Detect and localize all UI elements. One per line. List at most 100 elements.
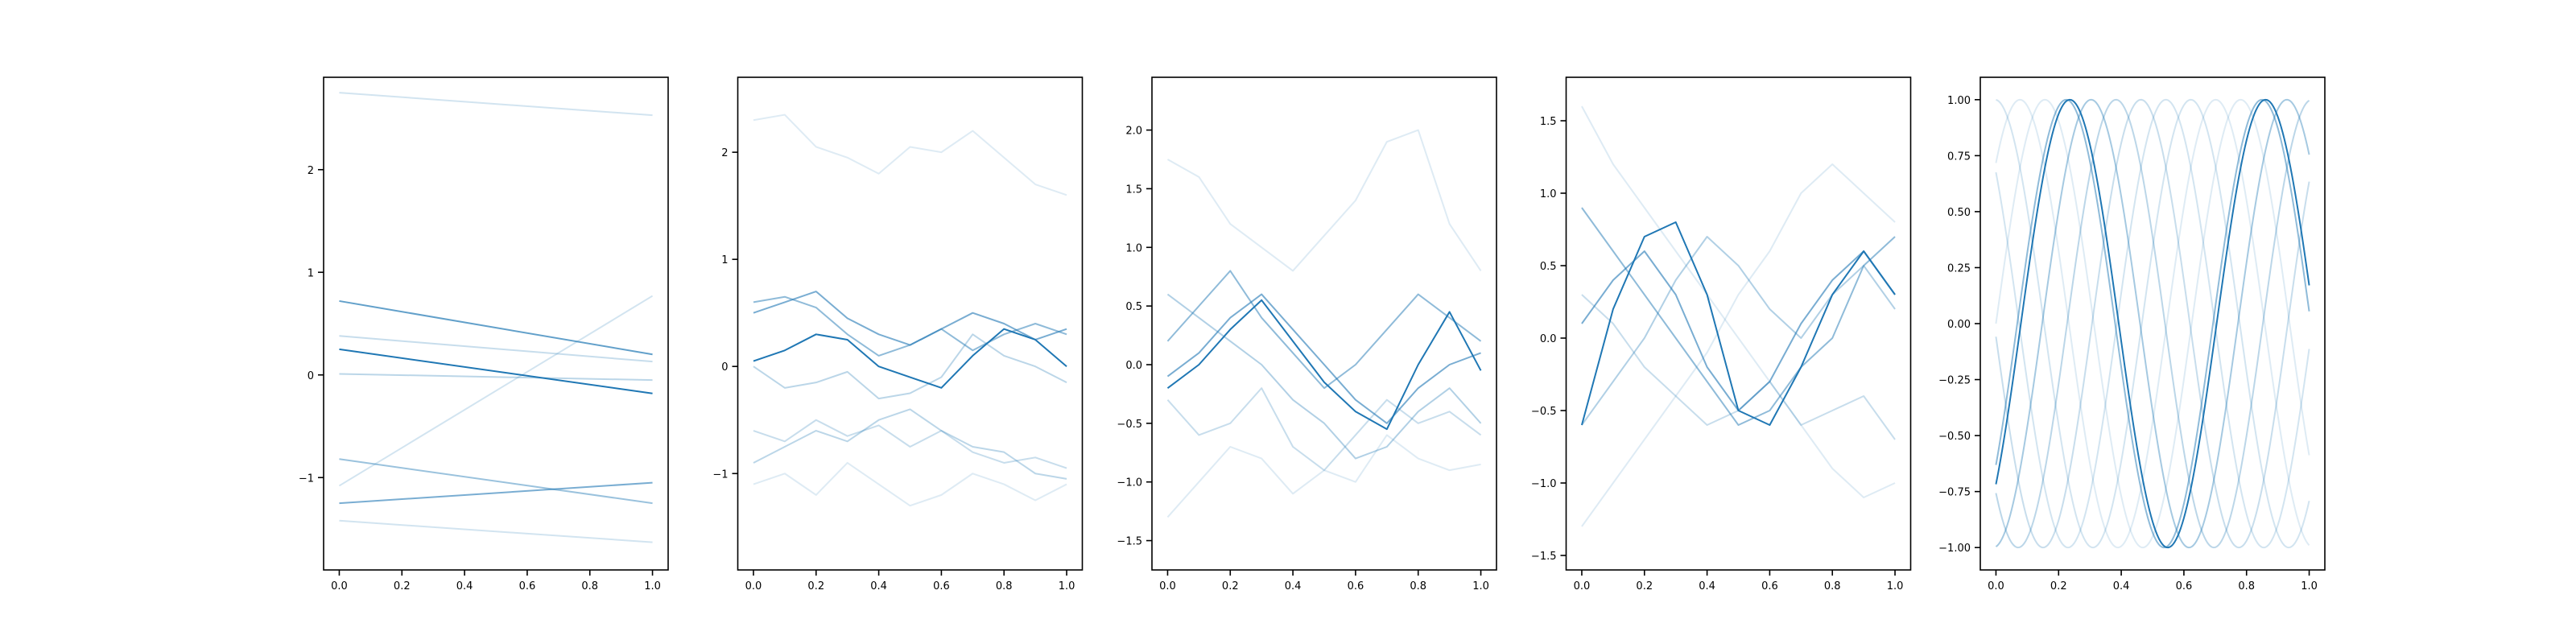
series-group	[338, 92, 654, 543]
series-line-8	[753, 328, 1067, 389]
series-line-1	[1995, 98, 2310, 549]
y-tick-label: −1.00	[1938, 543, 1971, 555]
series-line-4	[753, 408, 1067, 480]
y-tick-label: 1.5	[1125, 184, 1142, 196]
x-tick-label: 0.6	[1761, 580, 1778, 592]
series-line-3	[1996, 98, 2310, 549]
x-tick-label: 0.2	[2050, 580, 2067, 592]
x-tick-label: 0.0	[331, 580, 348, 592]
y-tick-label: 0	[308, 370, 314, 382]
series-line-5	[1166, 270, 1482, 390]
x-tick-label: 0.4	[1285, 580, 1302, 592]
x-tick-label: 1.0	[1887, 580, 1904, 592]
series-line-6	[1995, 98, 2310, 549]
x-tick-label: 0.4	[1699, 580, 1715, 592]
x-tick-label: 0.2	[394, 580, 411, 592]
series-line-1	[339, 92, 653, 117]
y-tick-label: −0.50	[1938, 431, 1971, 443]
series-line-2	[1581, 163, 1896, 527]
x-tick-label: 0.6	[1348, 580, 1364, 592]
y-tick-label: 0.50	[1947, 207, 1971, 219]
axes-frame	[1565, 76, 1912, 571]
series-line-4	[1581, 236, 1896, 426]
y-tick-label: 2	[308, 165, 314, 177]
y-tick-label: 1.00	[1947, 95, 1971, 107]
x-tick-label: 1.0	[644, 580, 661, 592]
series-line-6	[753, 295, 1067, 357]
y-tick-label: 1	[308, 267, 314, 279]
series-line-2	[1995, 98, 2310, 549]
series-line-1	[1581, 105, 1896, 498]
x-tick-label: 0.6	[933, 580, 950, 592]
series-line-4	[1166, 293, 1482, 460]
x-tick-label: 0.0	[1988, 580, 2004, 592]
subplot-1: 0.0 0.2 0.4 0.6 0.8 1.0 −1 0 1 2	[299, 76, 669, 592]
series-line-3	[338, 295, 654, 487]
series-line-7	[1580, 221, 1896, 426]
series-line-6	[339, 458, 653, 505]
x-tick-label: 1.0	[2301, 580, 2318, 592]
subplot-3: 0.0 0.2 0.4 0.6 0.8 1.0 −1.5 −1.0 −0.5 0.0 0.5 1.0 1…	[1117, 76, 1497, 592]
series-line-5	[1581, 207, 1896, 426]
series-line-7	[339, 481, 653, 505]
x-tick-label: 0.2	[807, 580, 824, 592]
x-tick-label: 0.4	[456, 580, 473, 592]
x-tick-label: 0.2	[1222, 580, 1239, 592]
series-group	[1995, 98, 2310, 549]
y-tick-label: 0.5	[1125, 301, 1142, 313]
series-line-4	[339, 335, 653, 363]
y-tick-label: −0.75	[1938, 487, 1971, 499]
y-tick-label: −0.5	[1531, 406, 1557, 418]
x-tick-label: 0.8	[1824, 580, 1841, 592]
series-line-7	[753, 291, 1067, 346]
x-tick-label: 0.8	[996, 580, 1013, 592]
series-line-5	[1995, 98, 2310, 549]
series-group	[1166, 129, 1482, 518]
series-line-5	[753, 333, 1067, 400]
y-tick-label: 0.0	[1540, 333, 1557, 345]
series-line-7	[1995, 98, 2310, 549]
y-tick-label: 0.5	[1540, 261, 1557, 273]
series-line-3	[753, 419, 1067, 469]
y-tick-label: 1	[721, 254, 728, 266]
y-tick-label: 0.25	[1947, 262, 1971, 275]
y-tick-label: −1	[712, 469, 728, 481]
x-tick-label: 0.8	[1410, 580, 1426, 592]
series-line-2	[339, 519, 653, 543]
series-line-4	[1995, 98, 2310, 549]
y-tick-label: −0.25	[1938, 375, 1971, 387]
series-line-1	[1166, 129, 1482, 272]
y-tick-label: 0.00	[1947, 319, 1971, 331]
series-line-6	[1581, 250, 1896, 411]
y-tick-label: 0	[721, 361, 728, 374]
x-tick-label: 0.4	[2113, 580, 2130, 592]
series-line-7	[1166, 299, 1482, 431]
x-tick-label: 1.0	[1059, 580, 1075, 592]
x-tick-label: 1.0	[1472, 580, 1489, 592]
axes-frame	[737, 76, 1084, 571]
series-line-6	[1166, 293, 1481, 424]
y-tick-label: 1.0	[1125, 242, 1142, 254]
y-tick-label: −1.5	[1531, 551, 1557, 563]
x-tick-label: 0.0	[1574, 580, 1591, 592]
y-tick-label: 2	[721, 147, 728, 159]
series-group	[1580, 105, 1896, 527]
y-tick-label: 0.0	[1125, 360, 1142, 372]
x-tick-label: 0.6	[2176, 580, 2193, 592]
series-line-2	[753, 461, 1067, 507]
series-line-8	[339, 299, 653, 356]
y-tick-label: 2.0	[1125, 126, 1142, 138]
series-line-5	[339, 373, 653, 382]
axes-frame	[1979, 76, 2326, 571]
axes-frame	[1151, 76, 1497, 571]
x-tick-label: 0.8	[2238, 580, 2255, 592]
x-tick-label: 0.4	[870, 580, 887, 592]
y-tick-label: −1.0	[1531, 478, 1557, 490]
axes-frame	[323, 76, 669, 571]
y-tick-label: −0.5	[1117, 419, 1142, 431]
y-tick-label: 1.0	[1540, 188, 1557, 200]
series-line-9	[339, 348, 653, 394]
series-line-9	[1995, 98, 2310, 549]
series-line-8	[1995, 98, 2310, 549]
